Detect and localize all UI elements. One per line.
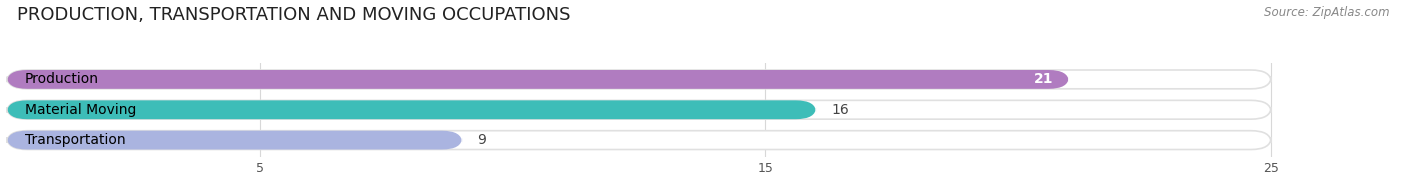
FancyBboxPatch shape (7, 70, 1271, 89)
Text: Transportation: Transportation (25, 133, 125, 147)
Text: Production: Production (25, 72, 98, 86)
Text: 9: 9 (477, 133, 486, 147)
FancyBboxPatch shape (7, 131, 463, 150)
Text: PRODUCTION, TRANSPORTATION AND MOVING OCCUPATIONS: PRODUCTION, TRANSPORTATION AND MOVING OC… (17, 6, 571, 24)
FancyBboxPatch shape (7, 100, 1271, 119)
Text: 21: 21 (1035, 72, 1053, 86)
Text: 16: 16 (831, 103, 849, 117)
Text: Material Moving: Material Moving (25, 103, 136, 117)
Text: Source: ZipAtlas.com: Source: ZipAtlas.com (1264, 6, 1389, 19)
FancyBboxPatch shape (7, 100, 815, 119)
FancyBboxPatch shape (7, 70, 1069, 89)
FancyBboxPatch shape (7, 131, 1271, 150)
